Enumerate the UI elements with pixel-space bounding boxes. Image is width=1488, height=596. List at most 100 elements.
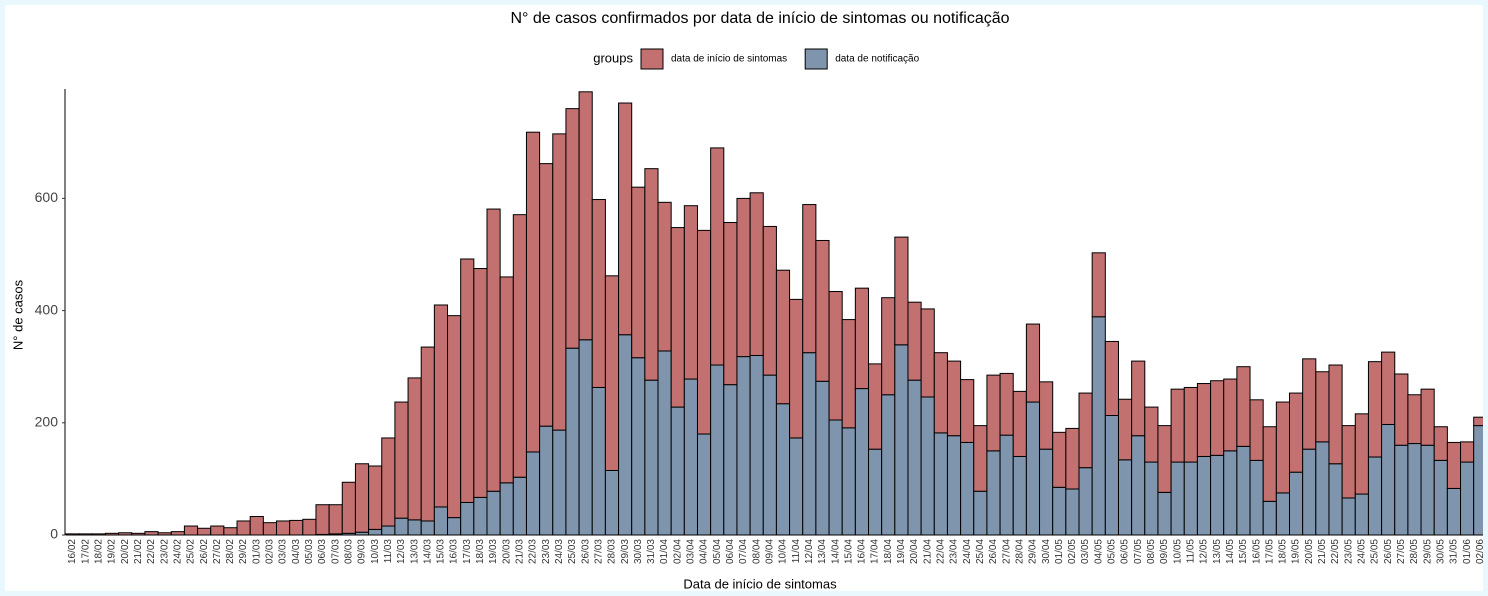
bar-segment <box>1394 444 1409 536</box>
x-tick-label: 24/03 <box>554 539 565 564</box>
x-tick-label: 31/05 <box>1449 539 1460 564</box>
bar-segment <box>644 168 659 381</box>
bar-segment <box>999 372 1014 436</box>
x-tick-label: 05/03 <box>304 539 315 564</box>
y-tick-label: 400 <box>35 301 59 317</box>
bar-segment <box>1052 486 1067 536</box>
bar-segment <box>1262 426 1277 502</box>
bar-segment <box>1117 398 1133 461</box>
bar-segment <box>828 419 843 536</box>
x-tick-label: 16/05 <box>1251 539 1262 564</box>
bar-segment <box>525 131 541 453</box>
bar-segment <box>710 147 725 366</box>
x-tick-label: 23/04 <box>949 539 960 564</box>
x-tick-label: 12/03 <box>396 539 407 564</box>
bar-segment <box>1065 427 1080 490</box>
bar-segment <box>973 425 988 492</box>
bar-segment <box>999 434 1014 536</box>
x-tick-label: 18/04 <box>883 539 894 564</box>
bar-segment <box>907 301 922 381</box>
x-tick-label: 27/03 <box>593 539 604 564</box>
bar-segment <box>604 469 620 536</box>
bar-segment <box>354 463 370 533</box>
bar-segment <box>236 520 251 536</box>
x-tick-label: 09/05 <box>1159 539 1170 564</box>
x-tick-label: 14/04 <box>830 539 841 564</box>
x-tick-label: 26/04 <box>988 539 999 564</box>
bar-segment <box>670 227 685 408</box>
x-tick-label: 10/05 <box>1172 539 1183 564</box>
bar-segment <box>1446 441 1462 489</box>
bar-segment <box>815 380 830 536</box>
bar-segment <box>407 519 422 536</box>
bar-segment <box>854 287 870 390</box>
x-tick-label: 23/02 <box>159 539 170 564</box>
bar-segment <box>368 528 383 536</box>
bar-segment <box>604 275 620 471</box>
bar-segment <box>499 276 514 484</box>
bar-segment <box>1275 401 1291 494</box>
bar-segment <box>197 527 212 536</box>
x-tick-label: 23/03 <box>541 539 552 564</box>
x-tick-label: 19/02 <box>107 539 118 564</box>
x-tick-label: 02/03 <box>265 539 276 564</box>
bar-segment <box>1012 455 1027 536</box>
bar-segment <box>591 386 606 536</box>
x-tick-label: 18/05 <box>1278 539 1289 564</box>
bar-segment <box>1104 415 1119 536</box>
bar-segment <box>1210 380 1225 456</box>
bar-segment <box>131 532 146 536</box>
x-tick-label: 25/02 <box>186 539 197 564</box>
bar-segment <box>262 522 277 536</box>
bar-segment <box>1315 441 1330 536</box>
x-tick-label: 19/05 <box>1291 539 1302 564</box>
bar-segment <box>973 490 988 536</box>
x-tick-label: 16/04 <box>857 539 868 564</box>
x-tick-label: 28/02 <box>225 539 236 564</box>
x-tick-label: 27/04 <box>1001 539 1012 564</box>
bar-segment <box>249 515 264 536</box>
x-tick-label: 25/03 <box>567 539 578 564</box>
x-tick-label: 16/03 <box>449 539 460 564</box>
bar-segment <box>1078 467 1093 536</box>
bar-segment <box>486 208 501 492</box>
bar-segment <box>894 344 909 536</box>
bar-segment <box>841 427 856 536</box>
bar-segment <box>341 481 356 534</box>
x-tick-label: 29/04 <box>1028 539 1039 564</box>
x-tick-label: 08/05 <box>1146 539 1157 564</box>
x-tick-label: 21/04 <box>922 539 933 564</box>
bar-segment <box>1078 392 1093 469</box>
x-tick-label: 16/02 <box>67 539 78 564</box>
x-tick-label: 26/05 <box>1383 539 1394 564</box>
bar-segment <box>946 435 962 536</box>
bar-segment <box>683 378 698 536</box>
bar-segment <box>1262 500 1277 536</box>
bar-segment <box>1302 358 1317 450</box>
bar-segment <box>144 531 159 536</box>
bar-segment <box>460 501 475 536</box>
bar-segment <box>683 205 698 380</box>
x-tick-label: 07/04 <box>738 539 749 564</box>
bar-segment <box>1223 450 1238 536</box>
bar-segment <box>1170 388 1185 463</box>
bar-segment <box>907 379 922 536</box>
x-tick-label: 01/04 <box>659 539 670 564</box>
x-tick-label: 11/04 <box>791 539 802 564</box>
bar-segment <box>591 199 606 388</box>
bar-segment <box>368 465 383 530</box>
x-tick-label: 04/03 <box>291 539 302 564</box>
x-tick-label: 03/05 <box>1080 539 1091 564</box>
bar-segment <box>933 352 948 434</box>
bar-segment <box>420 346 435 522</box>
bar-segment <box>1289 471 1304 536</box>
x-tick-label: 02/04 <box>672 539 683 564</box>
x-tick-label: 30/05 <box>1435 539 1446 564</box>
bar-segment <box>1407 443 1422 536</box>
bar-segment <box>1433 459 1448 536</box>
bar-segment <box>1460 441 1475 463</box>
bar-segment <box>657 350 672 536</box>
bar-segment <box>775 403 791 536</box>
bar-segment <box>1341 497 1356 536</box>
bar-segment <box>1117 459 1133 536</box>
